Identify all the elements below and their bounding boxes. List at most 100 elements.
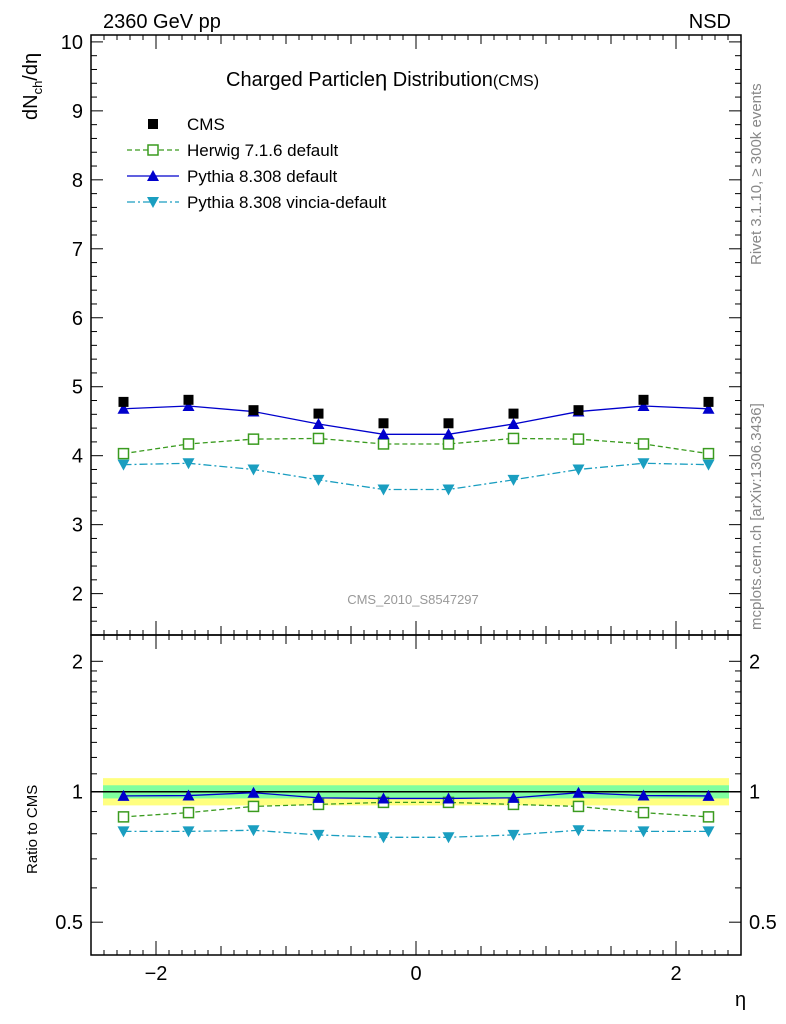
main-point-herwig-7-1-6-default bbox=[572, 433, 585, 445]
main-point-pythia-8-308-default bbox=[312, 417, 325, 429]
plot-title: Charged Particleη Distribution(CMS) bbox=[226, 66, 539, 91]
main-point-cms bbox=[573, 405, 584, 416]
ratio-point-pythia-8-308-default bbox=[312, 791, 325, 803]
main-point-pythia-8-308-default bbox=[442, 428, 455, 440]
x-tick-label: 0 bbox=[410, 963, 421, 985]
main-y-tick-label: 7 bbox=[72, 239, 83, 261]
legend-label-pythia-8-308-default: Pythia 8.308 default bbox=[187, 167, 338, 186]
main-point-pythia-8-308-vincia-default bbox=[702, 459, 715, 471]
plot-title-suffix: (CMS) bbox=[493, 73, 539, 90]
ratio-y-tick-label-right: 1 bbox=[749, 782, 760, 804]
legend-label-pythia-8-308-vincia-default: Pythia 8.308 vincia-default bbox=[187, 193, 387, 212]
ratio-point-pythia-8-308-vincia-default bbox=[637, 826, 650, 838]
main-point-cms bbox=[248, 405, 259, 416]
main-y-tick-label: 10 bbox=[61, 32, 83, 54]
ratio-point-pythia-8-308-vincia-default bbox=[312, 829, 325, 841]
ratio-y-tick-label: 2 bbox=[72, 651, 83, 673]
ratio-point-herwig-7-1-6-default bbox=[247, 800, 260, 813]
plot-title-rest: Distribution bbox=[387, 69, 493, 91]
main-point-herwig-7-1-6-default bbox=[507, 432, 520, 445]
ratio-y-tick-label: 0.5 bbox=[55, 912, 83, 934]
ratio-line-pythia-8-308-default bbox=[123, 792, 709, 800]
legend-marker-pythia-8-308-default bbox=[147, 170, 159, 181]
main-point-pythia-8-308-vincia-default bbox=[117, 459, 130, 471]
main-line-pythia-8-308-vincia-default bbox=[123, 462, 709, 491]
ratio-point-herwig-7-1-6-default bbox=[572, 800, 585, 813]
y-label-sub: ch bbox=[30, 81, 45, 95]
main-point-pythia-8-308-default bbox=[507, 417, 520, 429]
main-line-herwig-7-1-6-default bbox=[123, 437, 709, 455]
main-point-cms bbox=[703, 396, 714, 407]
main-y-tick-label: 9 bbox=[72, 101, 83, 123]
main-point-pythia-8-308-default bbox=[637, 400, 650, 412]
main-point-cms bbox=[638, 394, 649, 405]
main-point-herwig-7-1-6-default bbox=[312, 432, 325, 445]
ratio-point-pythia-8-308-default bbox=[182, 789, 195, 801]
main-y-axis-label: dNch/dη bbox=[20, 53, 45, 120]
ratio-point-pythia-8-308-vincia-default bbox=[182, 826, 195, 838]
ratio-y-tick-label-right: 0.5 bbox=[749, 912, 777, 934]
legend: CMS Herwig 7.1.6 default Pythia 8.308 defa… bbox=[127, 115, 387, 212]
header-process-label: NSD bbox=[689, 11, 731, 33]
legend-marker-cms bbox=[148, 119, 158, 129]
main-point-pythia-8-308-vincia-default bbox=[247, 464, 260, 476]
main-point-pythia-8-308-default bbox=[702, 402, 715, 414]
ratio-y-axis-label: Ratio to CMS bbox=[24, 785, 41, 874]
ratio-point-herwig-7-1-6-default bbox=[637, 806, 650, 819]
ratio-y-tick-label: 1 bbox=[72, 782, 83, 804]
legend-label-cms: CMS bbox=[187, 115, 225, 134]
ratio-point-herwig-7-1-6-default bbox=[117, 811, 130, 823]
ratio-point-pythia-8-308-vincia-default bbox=[247, 825, 260, 837]
main-plot-panel: Charged Particleη Distribution(CMS) CMS_… bbox=[20, 32, 742, 636]
ratio-point-pythia-8-308-vincia-default bbox=[572, 825, 585, 837]
main-point-cms bbox=[508, 408, 519, 419]
ratio-plot-panel: Ratio to CMS η −2 0 2 0.5 0.5 1 1 2 2 bbox=[24, 634, 777, 1011]
main-y-tick-label: 5 bbox=[72, 377, 83, 399]
ratio-point-pythia-8-308-vincia-default bbox=[507, 829, 520, 841]
main-point-pythia-8-308-default bbox=[182, 400, 195, 412]
ratio-point-pythia-8-308-default bbox=[507, 791, 520, 803]
ratio-line-herwig-7-1-6-default bbox=[123, 801, 709, 818]
main-y-tick-label: 6 bbox=[72, 308, 83, 330]
ratio-point-herwig-7-1-6-default bbox=[182, 806, 195, 819]
legend-marker-pythia-8-308-vincia-default bbox=[147, 197, 159, 208]
y-label-main: dN bbox=[20, 94, 42, 120]
main-point-cms bbox=[183, 394, 194, 405]
header-energy-label: 2360 GeV pp bbox=[103, 11, 221, 33]
plot-title-eta: η bbox=[375, 66, 387, 91]
main-point-herwig-7-1-6-default bbox=[247, 433, 260, 445]
ratio-point-pythia-8-308-default bbox=[572, 786, 585, 798]
ratio-point-pythia-8-308-default bbox=[442, 792, 455, 804]
legend-label-herwig-7-1-6-default: Herwig 7.1.6 default bbox=[187, 141, 338, 160]
main-point-pythia-8-308-default bbox=[117, 402, 130, 414]
ratio-point-herwig-7-1-6-default bbox=[702, 811, 715, 823]
main-point-herwig-7-1-6-default bbox=[637, 438, 650, 450]
main-point-pythia-8-308-vincia-default bbox=[377, 484, 390, 496]
main-point-cms bbox=[443, 418, 454, 429]
x-axis-label: η bbox=[735, 989, 746, 1011]
main-line-pythia-8-308-default bbox=[123, 405, 709, 435]
ratio-line-pythia-8-308-vincia-default bbox=[123, 829, 709, 838]
ratio-point-pythia-8-308-vincia-default bbox=[377, 832, 390, 844]
main-y-tick-label: 8 bbox=[72, 170, 83, 192]
main-point-cms bbox=[118, 396, 129, 407]
main-point-herwig-7-1-6-default bbox=[377, 438, 390, 450]
ratio-point-pythia-8-308-default bbox=[702, 789, 715, 801]
ratio-point-pythia-8-308-default bbox=[637, 789, 650, 801]
x-tick-label: −2 bbox=[145, 963, 168, 985]
main-point-pythia-8-308-default bbox=[377, 428, 390, 440]
main-point-pythia-8-308-vincia-default bbox=[182, 458, 195, 470]
mcplots-source-label: mcplots.cern.ch [arXiv:1306.3436] bbox=[748, 403, 765, 630]
main-point-herwig-7-1-6-default bbox=[182, 438, 195, 450]
ratio-y-tick-label-right: 2 bbox=[749, 651, 760, 673]
main-point-cms bbox=[313, 408, 324, 419]
x-tick-label: 2 bbox=[670, 963, 681, 985]
analysis-watermark: CMS_2010_S8547297 bbox=[347, 592, 479, 607]
main-point-pythia-8-308-vincia-default bbox=[312, 474, 325, 486]
main-y-tick-label: 3 bbox=[72, 515, 83, 537]
ratio-point-pythia-8-308-vincia-default bbox=[702, 826, 715, 838]
main-point-herwig-7-1-6-default bbox=[442, 438, 455, 450]
legend-marker-herwig-7-1-6-default bbox=[147, 144, 159, 156]
ratio-point-pythia-8-308-vincia-default bbox=[442, 832, 455, 844]
